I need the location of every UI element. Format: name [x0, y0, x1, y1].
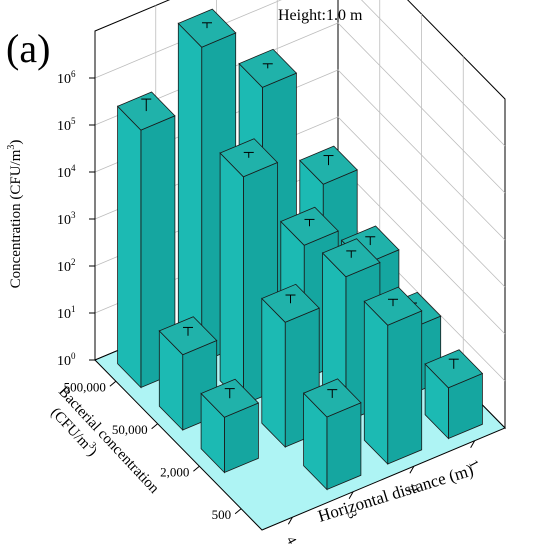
z-tick-label: 103	[57, 210, 76, 228]
grid-line-z	[94, 0, 506, 147]
bar-face-left	[219, 152, 244, 406]
z-tick-label: 101	[57, 304, 76, 322]
bar-face-left	[117, 105, 142, 389]
chart-title: Height:1.0 m	[278, 7, 363, 24]
x-tick	[409, 466, 415, 474]
x-tick	[348, 491, 354, 499]
z-tick-label: 102	[57, 257, 76, 275]
grid-line-z	[94, 22, 506, 194]
z-tick-label: 100	[57, 351, 76, 369]
y-tick-label: 50,000	[112, 422, 148, 437]
panel-label: (a)	[6, 26, 50, 71]
grid-line-z	[94, 69, 506, 241]
bar-face-top	[261, 283, 320, 323]
y-tick	[234, 508, 242, 515]
bar-face-left	[363, 300, 389, 465]
x-tick	[470, 440, 476, 448]
grid-line-z	[94, 116, 506, 288]
y-tick	[109, 380, 117, 387]
bar	[424, 349, 484, 440]
bar-face-left	[261, 297, 286, 448]
bar-face-left	[177, 22, 203, 363]
y-tick-label: 2,000	[160, 464, 189, 479]
z-axis-label: Concentration (CFU/m3)	[6, 140, 24, 289]
z-tick-label: 105	[57, 116, 76, 134]
bar	[200, 378, 260, 474]
bar-face-top	[177, 8, 237, 48]
y-tick-label: 500	[212, 507, 232, 522]
bar	[177, 8, 237, 363]
y-tick	[151, 423, 158, 430]
bar	[363, 286, 423, 465]
bar-face-top	[302, 378, 362, 418]
bar-face-top	[200, 378, 260, 418]
x-tick	[287, 517, 293, 525]
z-tick-label: 106	[57, 69, 76, 87]
bar-face-right	[326, 402, 362, 491]
y-tick-label: 500,000	[64, 379, 106, 394]
bar	[116, 91, 176, 389]
x-tick-label: 4	[284, 534, 301, 544]
bars-group	[116, 8, 484, 491]
bar-face-top	[299, 145, 358, 185]
bar	[261, 283, 320, 448]
bar-face-right	[387, 310, 423, 465]
y-tick	[193, 465, 200, 472]
bar	[302, 378, 362, 491]
z-tick-label: 104	[57, 163, 76, 181]
